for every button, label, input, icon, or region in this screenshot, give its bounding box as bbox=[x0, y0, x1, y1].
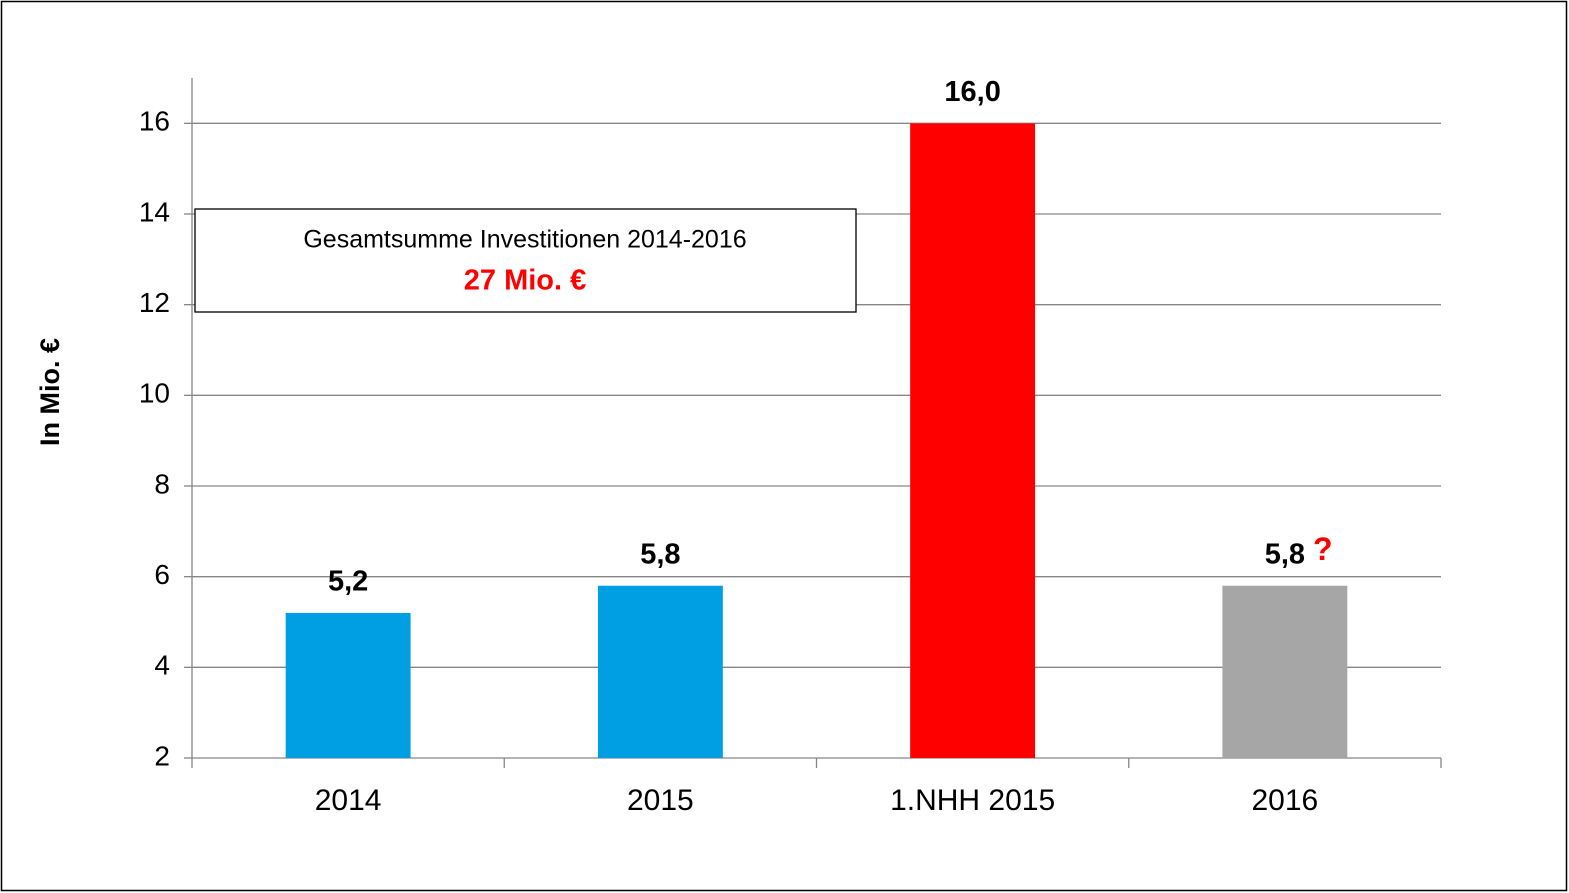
y-tick-label: 14 bbox=[139, 196, 170, 227]
y-tick-label: 8 bbox=[154, 468, 170, 499]
y-axis-label: In Mio. € bbox=[35, 338, 65, 446]
x-tick-label: 1.NHH 2015 bbox=[890, 784, 1055, 817]
annotation-title: Gesamtsumme Investitionen 2014-2016 bbox=[303, 226, 746, 254]
note: ? bbox=[1313, 531, 1333, 567]
value-label: 16,0 bbox=[944, 76, 1000, 108]
bar bbox=[285, 612, 411, 758]
y-tick-label: 12 bbox=[139, 287, 170, 318]
value-label: 5,8 bbox=[1265, 538, 1305, 570]
x-tick-label: 2014 bbox=[315, 784, 382, 817]
bar bbox=[910, 123, 1036, 759]
annotation-value: 27 Mio. € bbox=[464, 265, 587, 297]
y-tick-label: 6 bbox=[154, 559, 170, 590]
value-label: 5,2 bbox=[328, 566, 368, 598]
x-tick-label: 2015 bbox=[627, 784, 694, 817]
y-tick-label: 10 bbox=[139, 378, 170, 409]
bar bbox=[597, 585, 723, 758]
annotation-box bbox=[194, 208, 857, 313]
x-tick-label: 2016 bbox=[1252, 784, 1319, 817]
y-tick-label: 16 bbox=[139, 106, 170, 137]
bar bbox=[1222, 585, 1348, 758]
y-tick-label: 4 bbox=[154, 650, 170, 681]
y-tick-label: 2 bbox=[154, 740, 170, 771]
value-label: 5,8 bbox=[640, 538, 680, 570]
